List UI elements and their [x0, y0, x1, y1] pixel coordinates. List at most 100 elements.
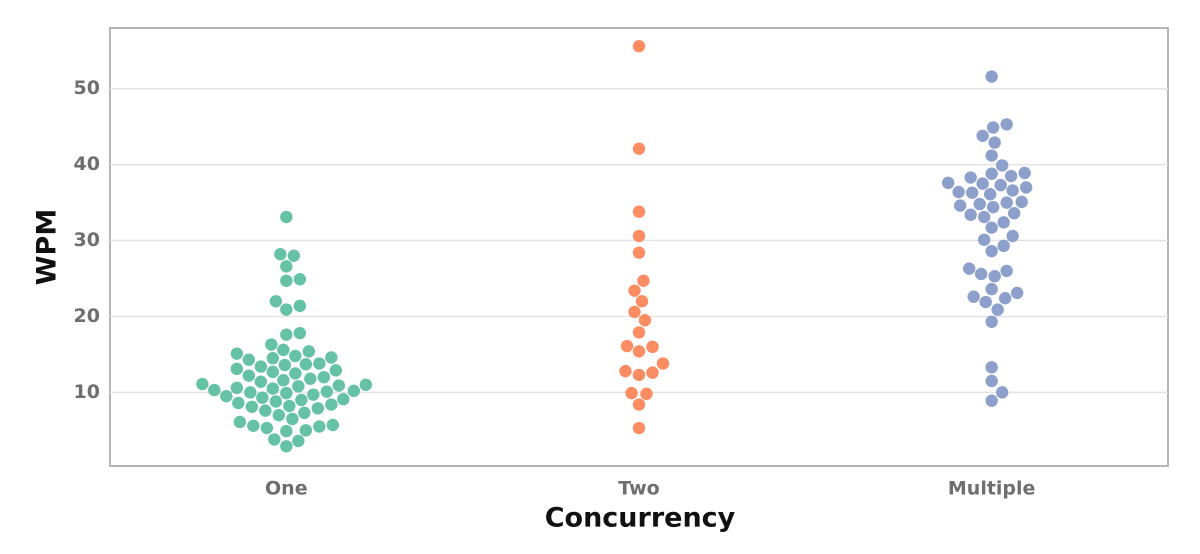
- point: [974, 267, 988, 281]
- point: [632, 229, 646, 243]
- point: [254, 360, 268, 373]
- point: [646, 366, 659, 379]
- point: [985, 394, 998, 407]
- point: [242, 369, 256, 382]
- x-tick-label: Two: [618, 478, 659, 500]
- point: [260, 421, 274, 435]
- point: [245, 400, 259, 413]
- point: [976, 177, 989, 190]
- point: [302, 345, 316, 358]
- point: [320, 385, 334, 398]
- point: [952, 185, 965, 199]
- point: [265, 338, 278, 351]
- point: [256, 391, 269, 404]
- point: [628, 284, 641, 297]
- point: [1015, 195, 1028, 209]
- point: [293, 326, 307, 340]
- y-tick-label: 10: [74, 381, 100, 403]
- point: [259, 404, 272, 417]
- point: [640, 387, 653, 401]
- point: [962, 262, 976, 275]
- point: [997, 239, 1010, 253]
- point: [326, 418, 340, 432]
- point: [266, 352, 280, 365]
- point: [998, 292, 1012, 305]
- point: [230, 381, 244, 395]
- point: [289, 349, 302, 363]
- point: [964, 171, 977, 184]
- point: [994, 178, 1007, 192]
- point: [242, 353, 256, 366]
- x-tick-label: Multiple: [948, 478, 1036, 500]
- point: [977, 233, 991, 246]
- point: [988, 270, 1001, 283]
- point: [295, 393, 308, 407]
- point: [268, 433, 281, 446]
- point: [280, 303, 293, 316]
- point: [232, 396, 245, 410]
- point: [277, 343, 290, 357]
- point: [991, 303, 1004, 316]
- point: [286, 412, 299, 426]
- point: [632, 421, 646, 435]
- y-axis-label: WPM: [32, 209, 63, 285]
- point: [637, 274, 650, 287]
- point: [313, 420, 326, 433]
- point: [280, 440, 293, 453]
- point: [977, 210, 991, 224]
- point: [985, 361, 998, 374]
- point: [280, 424, 293, 438]
- point: [988, 136, 1001, 149]
- point: [635, 295, 649, 308]
- point: [632, 246, 646, 259]
- point: [632, 398, 646, 411]
- point: [293, 299, 307, 313]
- point: [632, 205, 646, 218]
- point: [1000, 264, 1013, 278]
- point: [230, 347, 244, 360]
- point: [280, 274, 293, 287]
- point: [287, 249, 301, 262]
- point: [1000, 118, 1013, 131]
- point: [985, 149, 998, 162]
- point: [269, 395, 283, 408]
- point: [1018, 166, 1031, 180]
- point: [247, 419, 260, 432]
- point: [298, 406, 311, 420]
- point: [985, 244, 998, 258]
- point: [317, 370, 331, 384]
- point: [292, 434, 305, 448]
- point: [329, 364, 343, 377]
- point: [278, 358, 292, 372]
- point: [325, 398, 338, 411]
- point: [967, 290, 980, 303]
- point: [332, 379, 346, 392]
- point: [280, 210, 293, 224]
- point: [313, 357, 326, 370]
- point: [220, 389, 233, 403]
- point: [985, 221, 998, 234]
- point: [1019, 181, 1033, 194]
- point: [280, 328, 293, 341]
- point: [985, 282, 998, 296]
- point: [953, 199, 967, 212]
- point: [307, 388, 320, 401]
- point: [280, 386, 293, 400]
- point: [325, 351, 338, 364]
- point: [632, 40, 646, 53]
- point: [266, 382, 280, 395]
- point: [277, 374, 290, 387]
- point: [646, 340, 659, 354]
- point: [997, 216, 1010, 229]
- point: [941, 176, 955, 190]
- point: [196, 377, 209, 391]
- point: [304, 372, 317, 385]
- point: [628, 305, 641, 319]
- point: [283, 399, 296, 413]
- point: [266, 365, 280, 379]
- x-tick-label: One: [265, 478, 308, 500]
- point: [986, 200, 1000, 214]
- point: [1000, 196, 1013, 209]
- point: [272, 408, 286, 422]
